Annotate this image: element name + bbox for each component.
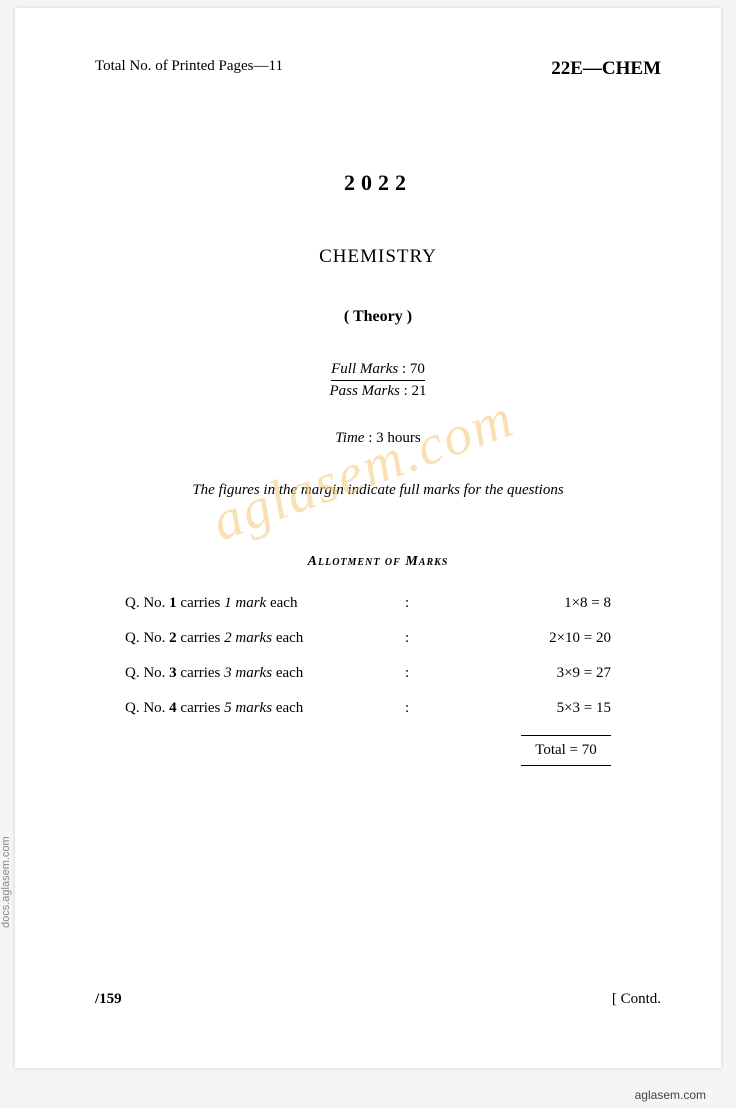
time-value: : 3 hours	[368, 430, 421, 446]
pass-marks-label: Pass Marks	[329, 383, 399, 399]
q-suffix: carries	[177, 665, 224, 681]
q-each: each	[272, 630, 303, 646]
total-value: Total = 70	[521, 735, 611, 766]
printed-pages-info: Total No. of Printed Pages—11	[95, 58, 283, 75]
q-number: 1	[169, 595, 177, 611]
full-marks-label: Full Marks	[331, 361, 398, 377]
q-number: 2	[169, 630, 177, 646]
colon: :	[405, 595, 445, 612]
q-marks-text: 1 mark	[224, 595, 266, 611]
colon: :	[405, 700, 445, 717]
subject-title: CHEMISTRY	[95, 246, 661, 268]
theory-label: ( Theory )	[95, 308, 661, 326]
allotment-heading: Allotment of Marks	[95, 554, 661, 570]
q-calc: 5×3 = 15	[445, 700, 631, 717]
q-prefix: Q. No.	[125, 665, 169, 681]
q-marks-text: 5 marks	[224, 700, 272, 716]
allotment-table: Q. No. 1 carries 1 mark each : 1×8 = 8 Q…	[125, 595, 631, 766]
q-calc: 3×9 = 27	[445, 665, 631, 682]
q-prefix: Q. No.	[125, 700, 169, 716]
q-suffix: carries	[177, 630, 224, 646]
marks-block: Full Marks : 70 Pass Marks : 21	[95, 361, 661, 400]
full-marks-value: : 70	[402, 361, 425, 377]
watermark-text: aglasem.com	[204, 386, 523, 554]
page-number: /159	[95, 991, 122, 1008]
q-calc: 2×10 = 20	[445, 630, 631, 647]
q-each: each	[272, 665, 303, 681]
q-calc: 1×8 = 8	[445, 595, 631, 612]
colon: :	[405, 630, 445, 647]
pass-marks-value: : 21	[404, 383, 427, 399]
q-marks-text: 2 marks	[224, 630, 272, 646]
q-number: 3	[169, 665, 177, 681]
contd-label: [ Contd.	[612, 991, 661, 1008]
q-suffix: carries	[177, 595, 224, 611]
colon: :	[405, 665, 445, 682]
q-each: each	[272, 700, 303, 716]
q-prefix: Q. No.	[125, 595, 169, 611]
q-marks-text: 3 marks	[224, 665, 272, 681]
margin-instruction: The figures in the margin indicate full …	[95, 482, 661, 499]
q-prefix: Q. No.	[125, 630, 169, 646]
q-number: 4	[169, 700, 177, 716]
time-block: Time : 3 hours	[95, 430, 661, 447]
q-suffix: carries	[177, 700, 224, 716]
time-label: Time	[335, 430, 364, 446]
allotment-row: Q. No. 2 carries 2 marks each : 2×10 = 2…	[125, 630, 631, 647]
exam-paper-page: aglasem.com Total No. of Printed Pages—1…	[15, 8, 721, 1068]
page-footer: /159 [ Contd.	[95, 991, 661, 1008]
exam-code: 22E—CHEM	[551, 58, 661, 80]
total-row: Total = 70	[125, 735, 631, 766]
allotment-row: Q. No. 1 carries 1 mark each : 1×8 = 8	[125, 595, 631, 612]
allotment-row: Q. No. 4 carries 5 marks each : 5×3 = 15	[125, 700, 631, 717]
allotment-row: Q. No. 3 carries 3 marks each : 3×9 = 27	[125, 665, 631, 682]
header-row: Total No. of Printed Pages—11 22E—CHEM	[95, 58, 661, 80]
q-each: each	[266, 595, 297, 611]
side-source-url: docs.aglasem.com	[0, 836, 12, 928]
exam-year: 2022	[95, 170, 661, 196]
